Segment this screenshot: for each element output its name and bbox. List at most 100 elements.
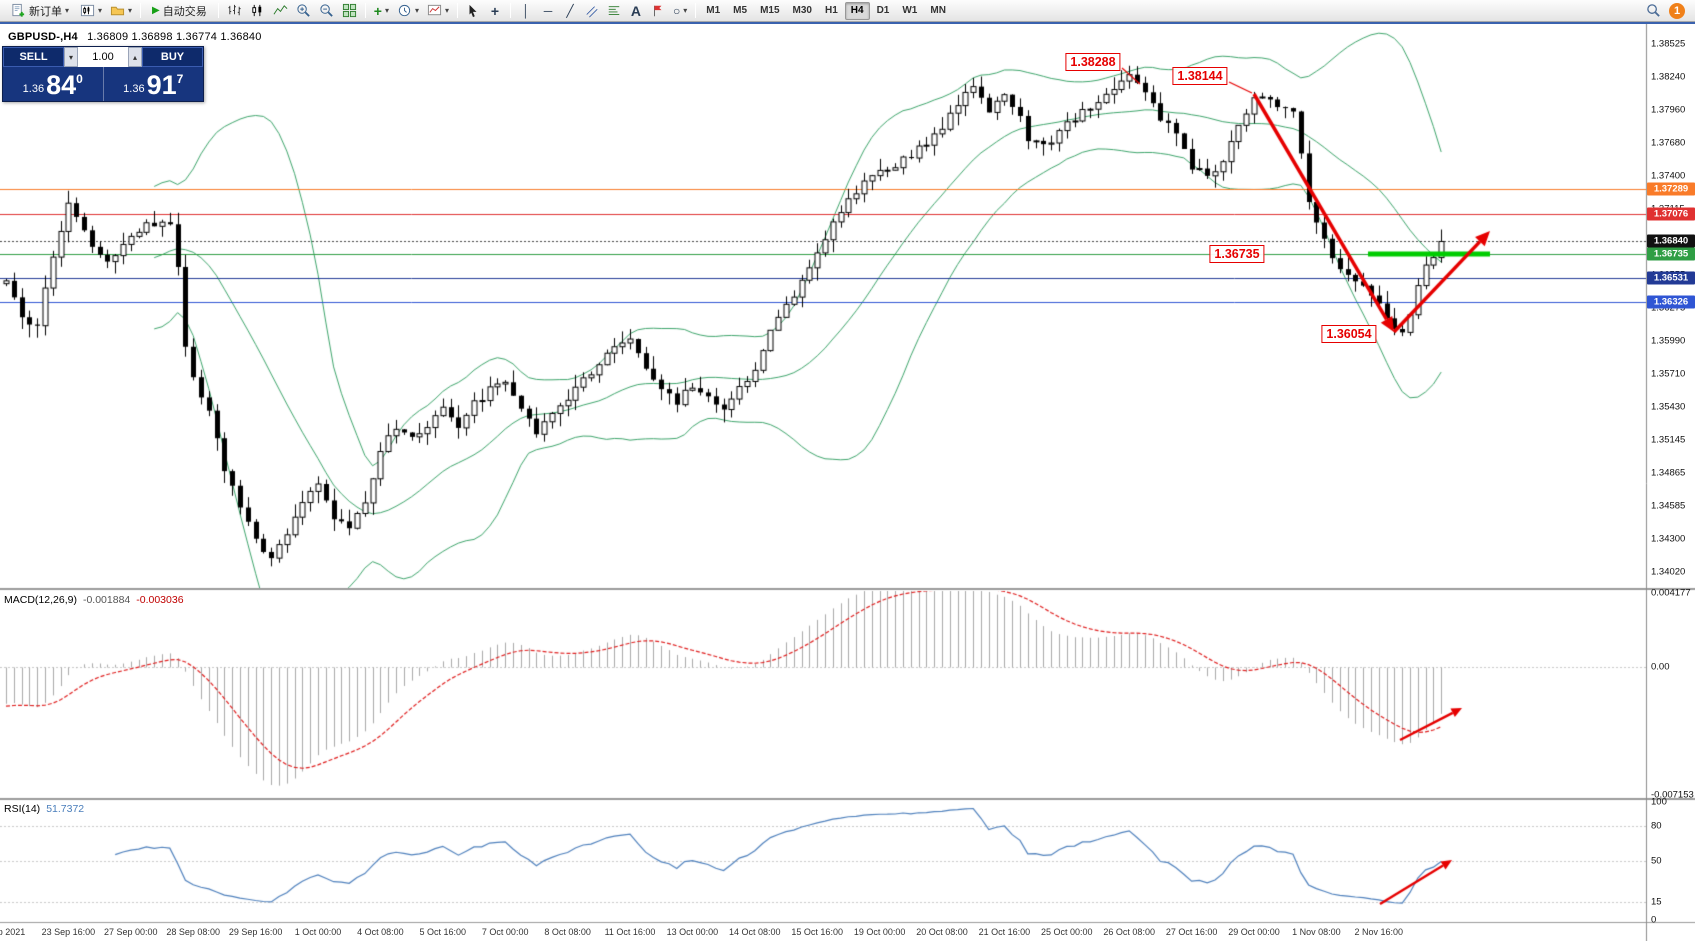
chart-title: GBPUSD-,H4 1.36809 1.36898 1.36774 1.368… <box>8 31 262 43</box>
timeframe-button-w1[interactable]: W1 <box>902 5 918 16</box>
price-annotation[interactable]: 1.36735 <box>1209 245 1265 263</box>
vertical-line-tool-button[interactable]: │ <box>515 1 537 21</box>
price-annotation[interactable]: 1.38144 <box>1172 67 1228 85</box>
timeframe-button-mn[interactable]: MN <box>930 5 946 16</box>
time-axis-label: 21 Oct 16:00 <box>978 927 1031 937</box>
sell-price-sup: 0 <box>76 72 83 86</box>
zoom-out-button[interactable] <box>315 1 338 21</box>
buy-button[interactable]: BUY <box>142 47 203 67</box>
volume-increase-button[interactable]: ▴ <box>128 47 142 67</box>
rsi-axis-label: 50 <box>1651 855 1662 867</box>
search-icon <box>1647 4 1660 17</box>
flag-icon <box>654 5 662 16</box>
text-tool-button[interactable]: A <box>625 1 647 21</box>
price-axis-tick: 1.34865 <box>1651 467 1686 479</box>
templates-button[interactable]: ▾ <box>423 1 453 21</box>
time-axis-label: 29 Oct 00:00 <box>1228 927 1280 937</box>
macd-name: MACD(12,26,9) <box>4 594 77 606</box>
notification-badge[interactable]: 1 <box>1669 2 1685 19</box>
price-axis-tick: 1.38525 <box>1651 38 1686 50</box>
sell-button[interactable]: SELL <box>3 47 64 67</box>
label-tool-button[interactable] <box>647 1 669 21</box>
time-axis-label: 27 Sep 00:00 <box>104 927 158 937</box>
toolbar-separator <box>509 3 511 18</box>
search-button[interactable] <box>1642 1 1665 21</box>
time-axis-label: 5 Oct 16:00 <box>419 927 467 937</box>
time-axis-label: 2 Nov 16:00 <box>1354 927 1404 937</box>
channel-tool-button[interactable] <box>581 1 603 21</box>
volume-input[interactable]: 1.00 <box>78 47 128 67</box>
candlestick-mode-button[interactable] <box>246 1 269 21</box>
tile-windows-button[interactable] <box>338 1 361 21</box>
chevron-down-icon: ▾ <box>414 5 419 15</box>
timeframe-button-m15[interactable]: M15 <box>760 5 780 16</box>
time-axis-label: 26 Oct 08:00 <box>1103 927 1155 937</box>
chart-overlays: 1.385251.382401.379601.376801.374001.371… <box>0 24 1695 941</box>
price-axis-tick: 1.34300 <box>1651 533 1686 545</box>
volume-decrease-button[interactable]: ▾ <box>64 47 78 67</box>
price-annotation[interactable]: 1.38288 <box>1065 53 1121 71</box>
timeframe-button-m30[interactable]: M30 <box>792 5 812 16</box>
price-level-label[interactable]: 1.36326 <box>1647 295 1695 309</box>
toolbar-separator <box>695 3 697 18</box>
periods-button[interactable]: ▾ <box>393 1 423 21</box>
rsi-indicator-label: RSI(14) 51.7372 <box>4 803 84 815</box>
macd-axis-label: 0.004177 <box>1651 587 1691 599</box>
template-icon <box>427 4 442 16</box>
timeframe-button-m5[interactable]: M5 <box>733 5 748 16</box>
macd-axis-label: -0.007153 <box>1651 789 1694 801</box>
buy-price[interactable]: 1.36 91 7 <box>104 67 204 101</box>
sell-price-big: 84 <box>46 70 77 100</box>
profiles-button[interactable]: ▾ <box>106 1 136 21</box>
profiles-folder-icon <box>110 6 125 16</box>
rsi-axis-label: 15 <box>1651 896 1662 908</box>
trendline-tool-button[interactable]: ╱ <box>559 1 581 21</box>
crosshair-icon: + <box>490 2 500 19</box>
indicators-button[interactable]: + ▾ <box>370 1 393 21</box>
time-axis-label: 1 Oct 00:00 <box>294 927 342 937</box>
bar-chart-mode-button[interactable] <box>223 1 246 21</box>
main-toolbar: 新订单 ▾ ▾ ▾ ▶ 自动交易 <box>0 0 1695 22</box>
toolbar-separator <box>217 3 219 18</box>
time-axis-label: 14 Oct 08:00 <box>729 927 781 937</box>
time-axis-label: 7 Oct 00:00 <box>481 927 529 937</box>
timeframe-button-d1[interactable]: D1 <box>876 5 890 16</box>
price-annotation[interactable]: 1.36054 <box>1321 325 1377 343</box>
price-level-label[interactable]: 1.36531 <box>1647 271 1695 285</box>
zoom-in-button[interactable] <box>292 1 315 21</box>
cursor-tool-button[interactable] <box>462 1 484 21</box>
timeframe-toolbar: M1 M5 M15 M30 H1 H4 D1 W1 MN <box>700 1 952 20</box>
new-chart-button[interactable]: ▾ <box>76 1 106 21</box>
fibonacci-icon <box>608 5 620 15</box>
horizontal-line-tool-button[interactable]: ─ <box>537 1 559 21</box>
sell-price[interactable]: 1.36 84 0 <box>3 67 103 101</box>
ohlc-values: 1.36809 1.36898 1.36774 1.36840 <box>87 31 262 43</box>
chevron-down-icon: ▾ <box>683 5 688 15</box>
chart-window: GBPUSD-,H4 1.36809 1.36898 1.36774 1.368… <box>0 22 1695 941</box>
shapes-tool-button[interactable]: ○ ▾ <box>669 1 691 21</box>
timeframe-button-m1[interactable]: M1 <box>706 5 721 16</box>
price-level-label[interactable]: 1.37289 <box>1647 182 1695 196</box>
price-level-label[interactable]: 1.36735 <box>1647 247 1695 261</box>
time-axis-label: 1 Nov 08:00 <box>1292 927 1341 937</box>
price-axis-tick: 1.38240 <box>1651 71 1686 83</box>
price-level-label[interactable]: 1.37076 <box>1647 207 1695 221</box>
time-axis-label: 8 Oct 08:00 <box>544 927 591 937</box>
line-chart-icon <box>273 5 288 15</box>
autotrade-button[interactable]: ▶ 自动交易 <box>145 1 214 21</box>
macd-signal-value: -0.003036 <box>136 594 184 606</box>
zoom-in-icon <box>297 4 310 17</box>
timeframe-button-h4[interactable]: H4 <box>844 1 870 20</box>
line-chart-mode-button[interactable] <box>269 1 292 21</box>
timeframe-button-h1[interactable]: H1 <box>824 5 838 16</box>
price-axis-tick: 1.35710 <box>1651 368 1686 380</box>
rsi-axis-label: 0 <box>1651 914 1657 926</box>
text-tool-icon: A <box>630 2 642 19</box>
rsi-value: 51.7372 <box>46 803 85 815</box>
crosshair-tool-button[interactable]: + <box>484 1 506 21</box>
chevron-down-icon: ▾ <box>384 5 389 15</box>
sell-price-prefix: 1.36 <box>22 83 45 95</box>
fibonacci-tool-button[interactable] <box>603 1 625 21</box>
price-chart-canvas[interactable] <box>0 24 1695 941</box>
new-order-button[interactable]: 新订单 ▾ <box>4 1 76 21</box>
